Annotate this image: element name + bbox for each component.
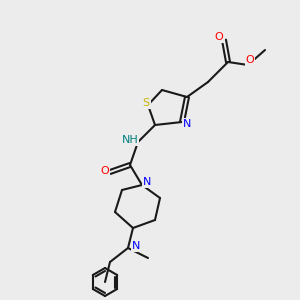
- Text: N: N: [183, 119, 191, 129]
- Text: O: O: [214, 32, 224, 42]
- Text: O: O: [246, 55, 254, 65]
- Text: N: N: [143, 177, 151, 187]
- Text: S: S: [142, 98, 150, 108]
- Text: N: N: [132, 241, 140, 251]
- Text: O: O: [100, 166, 109, 176]
- Text: NH: NH: [122, 135, 138, 145]
